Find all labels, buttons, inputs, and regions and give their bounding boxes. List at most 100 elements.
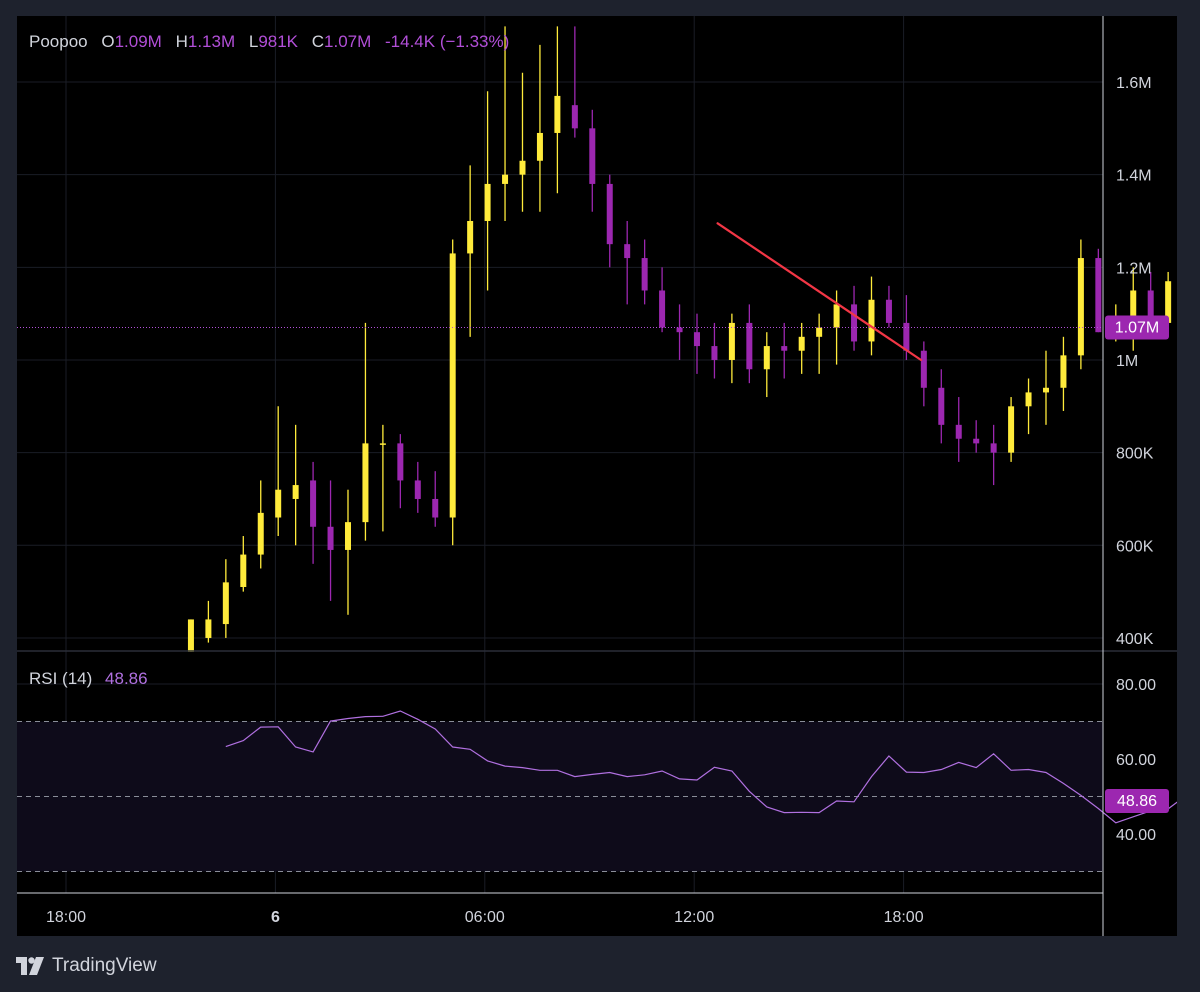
candle-body <box>851 304 858 342</box>
candle <box>885 285 892 328</box>
candle-body <box>432 498 439 518</box>
candle <box>379 424 386 532</box>
candle <box>1025 378 1032 435</box>
candle <box>519 72 526 212</box>
rsi-legend-value: 48.86 <box>105 669 148 688</box>
time-tick-label: 06:00 <box>465 909 505 926</box>
candle-body <box>1130 290 1137 323</box>
candle-body <box>920 350 927 388</box>
candle <box>955 397 962 462</box>
candle <box>327 480 334 601</box>
candle-body <box>885 299 892 323</box>
candle <box>205 600 212 643</box>
candle-body <box>536 132 543 161</box>
legend-close-label: C <box>312 32 324 51</box>
candle-body <box>903 322 910 351</box>
candles[interactable] <box>187 16 1189 652</box>
brand-name: TradingView <box>52 955 157 976</box>
price-tick-label: 600K <box>1116 538 1154 555</box>
candle-body <box>344 522 351 550</box>
rsi-badge-text: 48.86 <box>1117 793 1157 810</box>
price-tick-label: 800K <box>1116 446 1154 463</box>
rsi-tick-label: 40.00 <box>1116 827 1156 844</box>
candle <box>362 322 369 541</box>
candle <box>973 420 980 453</box>
candle <box>467 165 474 337</box>
rsi-band <box>17 721 1103 872</box>
candle <box>257 480 264 569</box>
candle-body <box>659 290 666 328</box>
ohlc-legend: Poopoo O1.09M H1.13M L981K C1.07M -14.4K… <box>29 32 509 51</box>
candle-body <box>1025 392 1032 407</box>
candle-body <box>955 424 962 439</box>
tradingview-logo-icon <box>16 957 44 975</box>
candle-body <box>693 332 700 347</box>
candle <box>763 332 770 398</box>
candle-body <box>275 489 282 518</box>
candle <box>1095 248 1102 333</box>
candle <box>222 559 229 638</box>
rsi-line <box>225 710 1200 824</box>
candle <box>344 489 351 615</box>
legend-high: 1.13M <box>188 32 235 51</box>
candle <box>554 26 561 194</box>
candle-body <box>624 244 631 259</box>
candle-body <box>833 304 840 328</box>
candle <box>781 322 788 379</box>
legend-close: 1.07M <box>324 32 371 51</box>
rsi-tick-label: 60.00 <box>1116 752 1156 769</box>
candle-body <box>990 443 997 453</box>
candle <box>816 313 823 374</box>
candle <box>414 461 421 513</box>
time-axis[interactable]: 18:00 6 06:00 12:00 18:00 <box>46 909 924 926</box>
candle <box>920 341 927 407</box>
brand[interactable]: TradingView <box>16 954 157 978</box>
candle <box>798 322 805 374</box>
legend-low-label: L <box>249 32 258 51</box>
candle-body <box>310 480 317 527</box>
candle <box>728 313 735 384</box>
candle-body <box>606 183 613 245</box>
price-axis[interactable]: 400K 600K 800K 1M 1.2M 1.4M 1.6M <box>1116 75 1154 648</box>
candle <box>187 619 194 652</box>
price-tick-label: 1.4M <box>1116 168 1152 185</box>
candle <box>1077 239 1084 370</box>
price-badge: 1.07M <box>1105 315 1169 340</box>
candle <box>536 44 543 212</box>
candle <box>851 285 858 351</box>
candle-body <box>205 619 212 638</box>
candle-body <box>1042 387 1049 393</box>
candle-body <box>763 346 770 370</box>
candle-body <box>1095 258 1102 333</box>
candle-body <box>589 128 596 184</box>
candle-body <box>484 183 491 221</box>
candle <box>693 313 700 374</box>
candle <box>502 26 509 221</box>
candle-body <box>816 327 823 337</box>
candle-body <box>257 512 264 555</box>
candle-body <box>519 160 526 175</box>
candle-body <box>746 322 753 370</box>
trendline[interactable] <box>716 222 923 362</box>
candle-body <box>240 554 247 587</box>
candle-body <box>379 443 386 445</box>
candle <box>746 304 753 384</box>
candle-body <box>1147 290 1154 323</box>
candle-body <box>1008 406 1015 453</box>
candle-body <box>711 346 718 360</box>
time-tick-label: 18:00 <box>46 909 86 926</box>
time-tick-label: 18:00 <box>884 909 924 926</box>
chart-canvas[interactable]: 400K 600K 800K 1M 1.2M 1.4M 1.6M 40.00 60.00 80.… <box>17 16 1200 936</box>
candle-body <box>1165 281 1172 323</box>
rsi-badge: 48.86 <box>1105 789 1169 813</box>
legend-open-label: O <box>101 32 114 51</box>
candle-body <box>938 387 945 425</box>
candle-body <box>1077 258 1084 356</box>
candle-body <box>798 336 805 351</box>
candle <box>868 276 875 356</box>
candle-body <box>222 582 229 625</box>
time-tick-label: 12:00 <box>674 909 714 926</box>
candle <box>397 434 404 509</box>
candle <box>1042 350 1049 425</box>
candle-body <box>676 327 683 333</box>
